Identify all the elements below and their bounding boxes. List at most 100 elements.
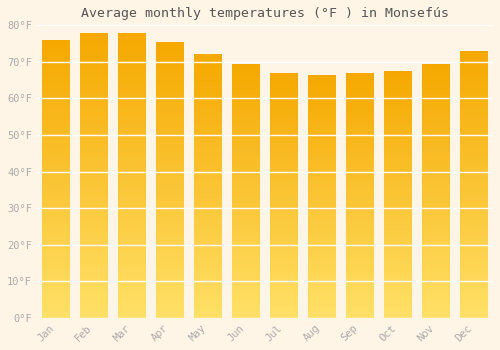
Bar (270, 235, 297, 238)
Bar (80, 161, 108, 164)
Bar (460, 94, 487, 98)
Bar (422, 254, 450, 258)
Bar (42, 276, 70, 280)
Bar (232, 200, 260, 203)
Bar (422, 226, 450, 229)
Bar (118, 40, 146, 43)
Bar (118, 111, 146, 114)
Bar (308, 303, 336, 306)
Bar (384, 287, 411, 290)
Bar (384, 210, 411, 213)
Bar (118, 154, 146, 158)
Bar (118, 143, 146, 147)
Bar (232, 292, 260, 296)
Bar (308, 132, 336, 135)
Bar (80, 104, 108, 107)
Bar (156, 197, 184, 201)
Bar (346, 73, 374, 76)
Bar (384, 86, 411, 90)
Bar (308, 145, 336, 148)
Bar (194, 209, 222, 212)
Bar (232, 111, 260, 114)
Bar (308, 236, 336, 239)
Bar (118, 215, 146, 218)
Bar (460, 194, 487, 198)
Bar (232, 114, 260, 118)
Bar (232, 248, 260, 251)
Bar (156, 52, 184, 56)
Bar (422, 181, 450, 184)
Bar (270, 275, 297, 278)
Bar (232, 238, 260, 242)
Bar (460, 77, 487, 81)
Bar (422, 96, 450, 99)
Bar (118, 164, 146, 168)
Bar (232, 302, 260, 305)
Bar (384, 167, 411, 170)
Bar (156, 100, 184, 104)
Bar (346, 140, 374, 143)
Bar (308, 175, 336, 178)
Bar (384, 133, 411, 136)
Bar (42, 193, 70, 196)
Bar (460, 254, 487, 258)
Bar (460, 221, 487, 224)
Bar (384, 90, 411, 93)
Bar (156, 176, 184, 180)
Bar (308, 226, 336, 230)
Bar (80, 246, 108, 250)
Bar (308, 269, 336, 272)
Bar (270, 189, 297, 192)
Bar (232, 235, 260, 238)
Bar (42, 210, 70, 214)
Bar (270, 94, 297, 97)
Bar (80, 311, 108, 314)
Bar (308, 135, 336, 139)
Bar (346, 302, 374, 306)
Bar (80, 282, 108, 286)
Bar (232, 241, 260, 245)
Bar (118, 303, 146, 307)
Bar (270, 244, 297, 247)
Bar (232, 86, 260, 89)
Bar (42, 255, 70, 259)
Bar (42, 151, 70, 155)
Bar (346, 220, 374, 223)
Bar (118, 193, 146, 197)
Bar (270, 155, 297, 159)
Bar (270, 278, 297, 281)
Bar (194, 55, 222, 58)
Bar (194, 282, 222, 285)
Bar (308, 312, 336, 315)
Bar (232, 295, 260, 299)
Bar (194, 245, 222, 249)
Bar (460, 184, 487, 188)
Bar (346, 174, 374, 177)
Bar (118, 282, 146, 286)
Bar (460, 168, 487, 171)
Bar (118, 229, 146, 232)
Bar (42, 269, 70, 273)
Bar (156, 259, 184, 262)
Bar (156, 66, 184, 69)
Bar (194, 71, 222, 74)
Bar (422, 89, 450, 92)
Bar (460, 158, 487, 161)
Bar (384, 80, 411, 83)
Bar (308, 150, 336, 154)
Bar (118, 232, 146, 236)
Bar (80, 239, 108, 243)
Bar (460, 264, 487, 268)
Bar (422, 203, 450, 206)
Bar (232, 254, 260, 258)
Bar (42, 224, 70, 228)
Bar (308, 169, 336, 172)
Bar (308, 300, 336, 303)
Bar (156, 111, 184, 114)
Bar (308, 148, 336, 150)
Bar (42, 158, 70, 161)
Bar (156, 270, 184, 273)
Bar (460, 244, 487, 248)
Bar (308, 87, 336, 90)
Bar (422, 191, 450, 194)
